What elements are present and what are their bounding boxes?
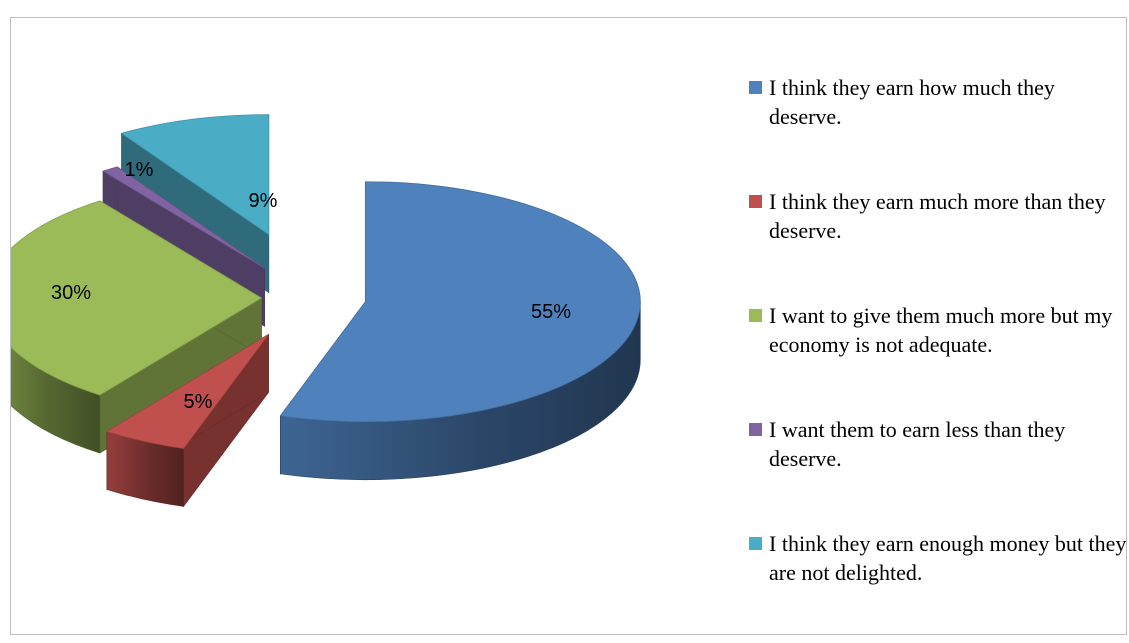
pie-slice-top	[105, 334, 269, 449]
legend-item: I want to give them much more but my eco…	[747, 301, 1129, 415]
slice-data-label: 5%	[184, 391, 213, 413]
legend-label: I think they earn much more than they de…	[769, 189, 1106, 243]
legend-swatch	[749, 81, 762, 94]
pie-slice	[105, 333, 269, 508]
legend-label: I think they earn how much they deserve.	[769, 75, 1055, 129]
legend-item: I think they earn how much they deserve.	[747, 73, 1129, 187]
legend-swatch	[749, 423, 762, 436]
legend-item: I want them to earn less than they deser…	[747, 415, 1129, 529]
slice-data-label: 55%	[531, 301, 571, 323]
chart-frame: 55% 5% 30% 1% 9% I think they earn how much …	[10, 17, 1127, 635]
pie-slice-top	[279, 181, 641, 423]
legend-label: I think they earn enough money but they …	[769, 531, 1127, 585]
legend-swatch	[749, 309, 762, 322]
legend-label: I want to give them much more but my eco…	[769, 303, 1113, 357]
pie-chart: 55% 5% 30% 1% 9%	[11, 114, 641, 508]
pie-slice-top	[120, 114, 270, 236]
legend-item: I think they earn enough money but they …	[747, 529, 1129, 643]
pie-slice	[279, 181, 641, 481]
legend-swatch	[749, 195, 762, 208]
legend-label: I want them to earn less than they deser…	[769, 417, 1066, 471]
pie-slice-top	[102, 166, 265, 269]
slice-data-label: 30%	[51, 282, 91, 304]
pie-slice-top	[11, 200, 263, 396]
legend-item: I think they earn much more than they de…	[747, 187, 1129, 301]
legend: I think they earn how much they deserve.…	[747, 73, 1129, 643]
slice-data-label: 1%	[125, 159, 154, 181]
legend-swatch	[749, 537, 762, 550]
slice-data-label: 9%	[249, 190, 278, 212]
